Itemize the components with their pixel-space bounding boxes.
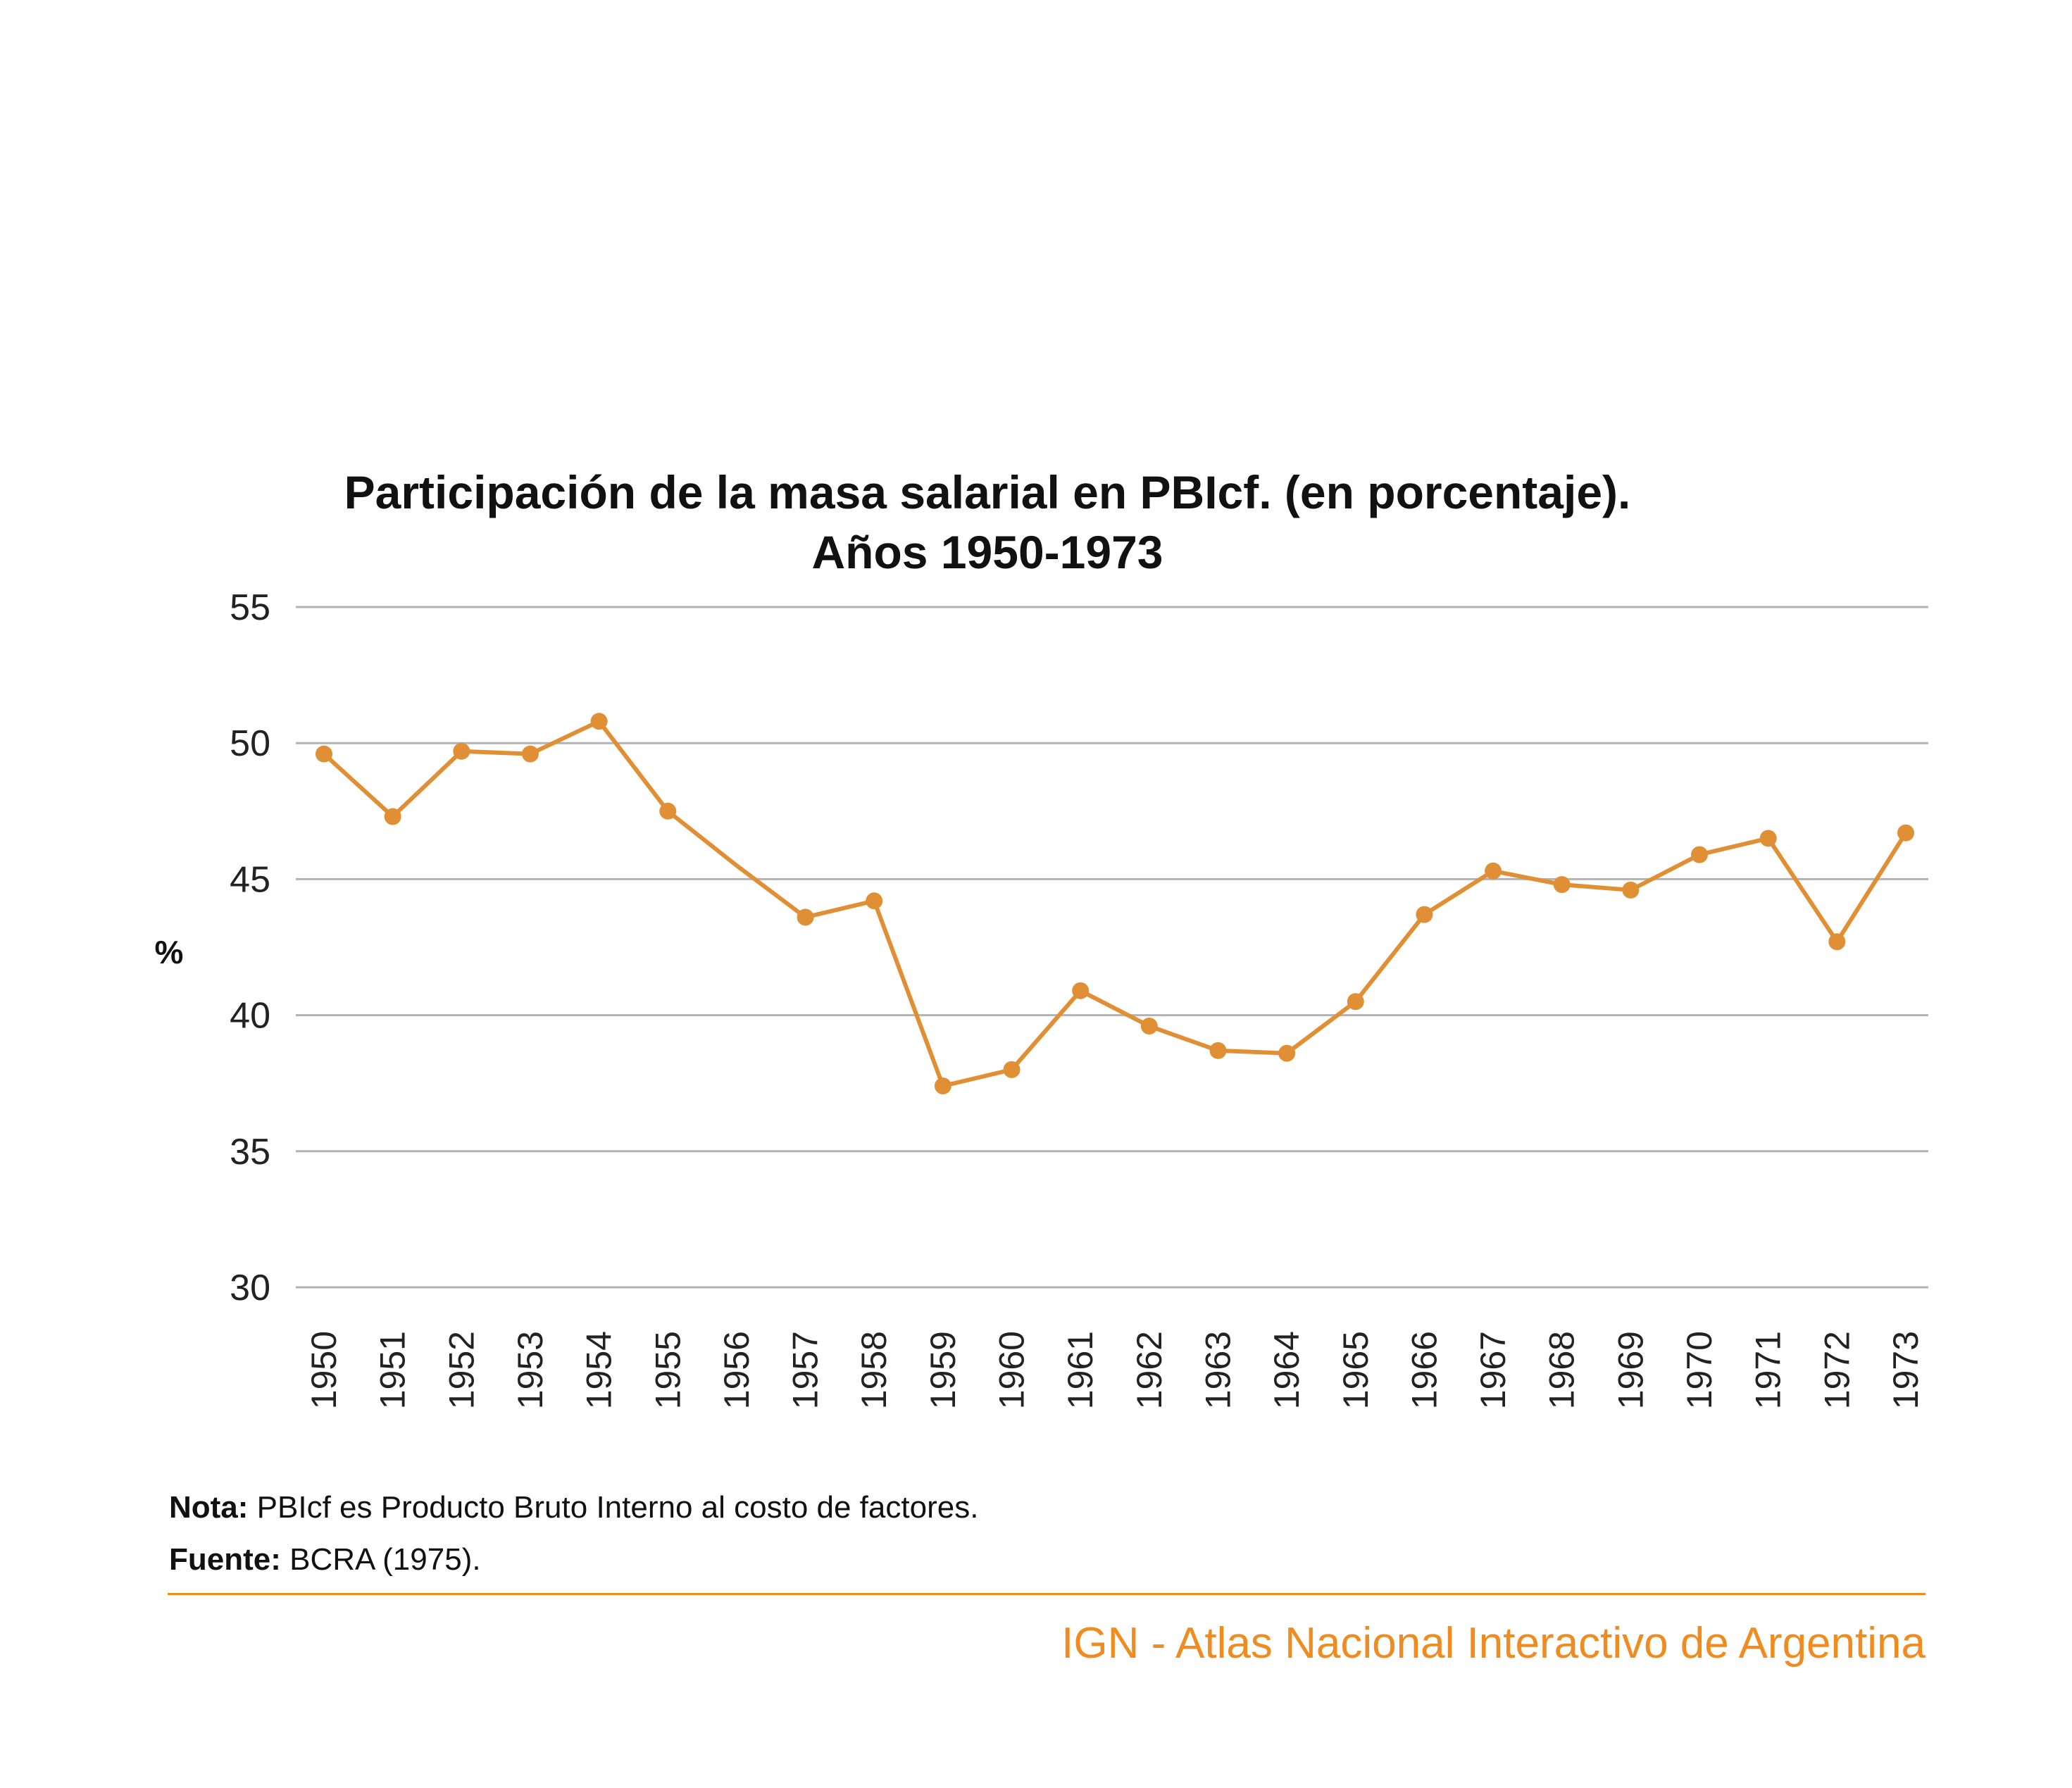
- y-tick-label: 35: [230, 1132, 270, 1173]
- x-tick-label: 1961: [1061, 1331, 1100, 1409]
- x-tick-label: 1953: [511, 1331, 550, 1409]
- note-text: PBIcf es Producto Bruto Interno al costo…: [248, 1490, 979, 1525]
- y-axis-label: %: [155, 934, 184, 970]
- x-tick-label: 1964: [1267, 1331, 1306, 1409]
- x-tick-label: 1971: [1749, 1331, 1788, 1409]
- y-tick-label: 50: [230, 723, 270, 764]
- x-tick-label: 1955: [648, 1331, 687, 1409]
- data-point: [1072, 982, 1090, 999]
- footer-divider: [168, 1593, 1926, 1595]
- x-tick-label: 1967: [1473, 1331, 1513, 1409]
- y-tick-label: 40: [230, 996, 270, 1037]
- data-point: [590, 713, 608, 730]
- source-line: Fuente: BCRA (1975).: [169, 1542, 481, 1577]
- y-tick-labels: 30 35 40 45 50 55: [230, 587, 270, 1308]
- x-tick-label: 1972: [1817, 1331, 1856, 1409]
- note-line: Nota: PBIcf es Producto Bruto Interno al…: [169, 1490, 978, 1525]
- grid-layer: [296, 606, 1928, 1289]
- x-tick-label: 1960: [992, 1331, 1032, 1409]
- data-point: [866, 892, 883, 910]
- data-point: [797, 908, 814, 926]
- x-tick-label: 1966: [1404, 1331, 1444, 1409]
- y-tick-label: 55: [230, 587, 270, 628]
- data-point: [1416, 906, 1433, 923]
- x-tick-label: 1954: [580, 1331, 619, 1409]
- x-tick-label: 1957: [786, 1331, 825, 1409]
- source-label: Fuente:: [169, 1542, 281, 1577]
- data-point: [521, 745, 539, 763]
- x-tick-label: 1969: [1611, 1331, 1650, 1409]
- data-point: [384, 808, 401, 825]
- data-point: [1209, 1042, 1227, 1059]
- x-tick-label: 1965: [1336, 1331, 1375, 1409]
- x-tick-label: 1950: [304, 1331, 344, 1409]
- series-line: [322, 719, 1908, 1089]
- y-tick-label: 45: [230, 859, 270, 900]
- data-point: [1622, 881, 1640, 899]
- x-tick-label: 1963: [1198, 1331, 1237, 1409]
- data-point: [1140, 1018, 1158, 1035]
- branding-text: IGN - Atlas Nacional Interactivo de Arge…: [1061, 1619, 1926, 1668]
- data-point: [1485, 862, 1502, 880]
- x-tick-label: 1973: [1886, 1331, 1926, 1409]
- x-tick-label: 1958: [854, 1331, 894, 1409]
- data-point: [659, 802, 677, 820]
- series-layer: [316, 713, 1914, 1095]
- data-point: [1759, 830, 1777, 847]
- data-point: [1003, 1061, 1021, 1078]
- x-tick-label: 1970: [1680, 1331, 1719, 1409]
- data-point: [1828, 933, 1846, 951]
- data-point: [1347, 993, 1364, 1011]
- data-point: [1278, 1044, 1296, 1062]
- data-point: [1897, 824, 1914, 842]
- x-tick-label: 1959: [923, 1331, 963, 1409]
- x-tick-label: 1962: [1130, 1331, 1169, 1409]
- data-point: [1553, 876, 1571, 894]
- x-tick-label: 1968: [1542, 1331, 1582, 1409]
- y-tick-label: 30: [230, 1268, 270, 1308]
- x-tick-labels: 1950 1951 1952 1953 1954 1955 1956 1957 1958 1959…: [304, 1331, 1926, 1409]
- x-tick-label: 1956: [717, 1331, 756, 1409]
- note-label: Nota:: [169, 1490, 249, 1525]
- data-point: [453, 742, 470, 760]
- x-tick-label: 1951: [373, 1331, 413, 1409]
- data-point: [934, 1077, 951, 1095]
- x-tick-label: 1952: [442, 1331, 481, 1409]
- chart-title: Participación de la masa salarial en PBI…: [344, 466, 1631, 518]
- data-point: [1691, 846, 1709, 863]
- chart-subtitle: Años 1950-1973: [812, 526, 1163, 578]
- source-text: BCRA (1975).: [280, 1542, 481, 1577]
- data-point: [316, 745, 332, 763]
